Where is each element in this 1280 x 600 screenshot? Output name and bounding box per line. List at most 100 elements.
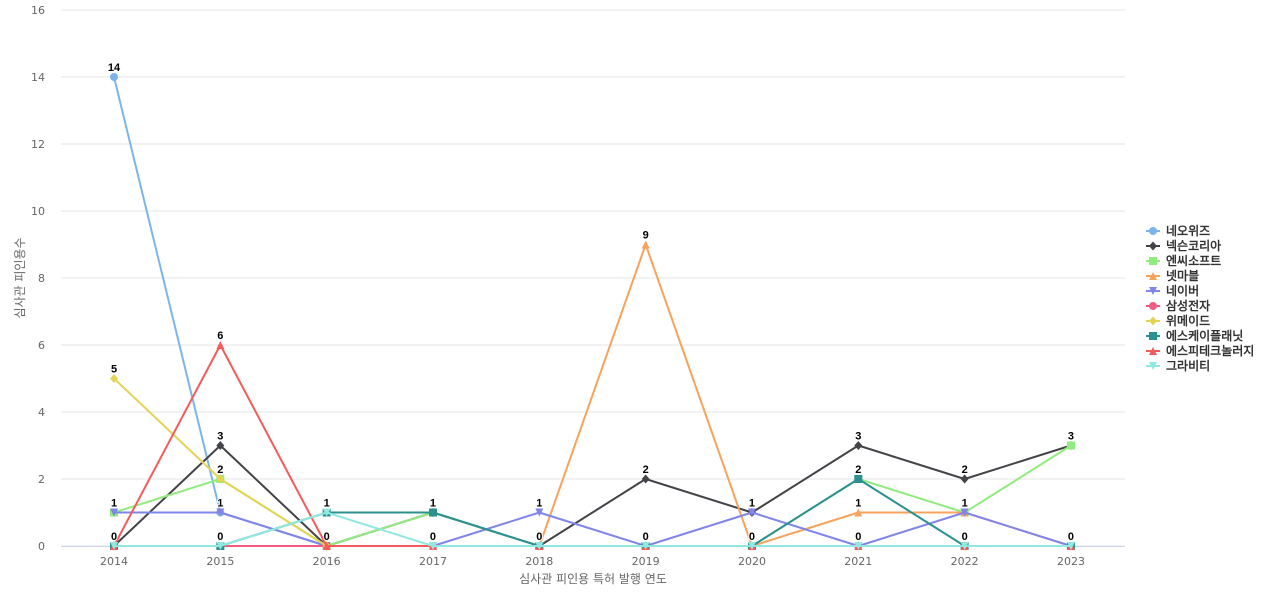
x-tick-label: 2017	[419, 555, 447, 568]
data-point	[641, 240, 650, 249]
series-line	[113, 377, 1072, 547]
data-label: 0	[855, 531, 861, 543]
series-line	[113, 344, 1072, 547]
legend-label: 위메이드	[1166, 313, 1210, 328]
data-label: 0	[111, 531, 117, 543]
legend-label: 에스케이플래닛	[1166, 328, 1243, 343]
data-point	[535, 508, 544, 517]
data-point	[216, 542, 225, 550]
legend-label: 엔씨소프트	[1166, 253, 1221, 268]
data-point	[747, 542, 756, 550]
legend-label: 에스피테크놀러지	[1166, 343, 1254, 358]
legend-item[interactable]: 그라비티	[1146, 358, 1210, 373]
data-label: 3	[855, 431, 861, 443]
data-point	[110, 542, 118, 550]
data-point	[1066, 441, 1075, 450]
legend-item[interactable]: 에스케이플래닛	[1146, 328, 1243, 343]
y-tick-label: 8	[38, 272, 45, 285]
series-line	[113, 444, 1072, 547]
legend-label: 넷마블	[1166, 268, 1199, 283]
x-tick-label: 2019	[632, 555, 660, 568]
data-point	[747, 508, 756, 517]
legend-marker	[1149, 241, 1157, 251]
x-tick-label: 2023	[1057, 555, 1085, 568]
data-label: 3	[217, 431, 223, 443]
data-label: 14	[108, 62, 121, 74]
legend-item[interactable]: 네오위즈	[1146, 223, 1210, 238]
data-point	[216, 341, 225, 349]
data-label: 5	[111, 364, 117, 376]
data-point	[428, 508, 437, 517]
legend-label: 네이버	[1166, 283, 1199, 298]
data-point	[960, 542, 969, 550]
data-point	[641, 474, 650, 484]
data-label: 6	[217, 330, 223, 342]
data-label: 1	[217, 498, 223, 510]
series-9	[110, 508, 1075, 550]
x-tick-label: 2018	[525, 555, 553, 568]
data-point	[216, 441, 225, 450]
legend-item[interactable]: 에스피테크놀러지	[1146, 343, 1254, 358]
legend-item[interactable]: 넥슨코리아	[1146, 238, 1221, 253]
series-3	[110, 240, 1075, 550]
series-8	[110, 341, 1075, 550]
data-point	[216, 474, 225, 484]
y-tick-label: 6	[38, 339, 45, 352]
series-4	[110, 508, 1075, 550]
y-tick-label: 4	[38, 406, 45, 419]
y-tick-label: 16	[31, 4, 45, 17]
legend-marker	[1149, 316, 1157, 326]
data-label: 2	[643, 464, 649, 476]
series-line	[113, 511, 1072, 547]
data-label: 0	[643, 531, 649, 543]
data-point	[960, 474, 969, 484]
data-point	[854, 508, 863, 517]
data-label: 2	[855, 464, 861, 476]
data-label: 0	[962, 531, 968, 543]
x-tick-label: 2015	[206, 555, 234, 568]
legend-item[interactable]: 네이버	[1146, 283, 1199, 298]
data-label: 9	[643, 230, 649, 242]
data-label: 0	[324, 531, 330, 543]
data-point	[322, 542, 331, 550]
data-point	[322, 508, 331, 517]
legend-item[interactable]: 위메이드	[1146, 313, 1210, 328]
x-tick-label: 2021	[844, 555, 872, 568]
data-label: 1	[962, 498, 968, 510]
legend-marker	[1149, 347, 1157, 355]
data-point	[110, 508, 118, 517]
y-tick-label: 12	[31, 138, 45, 151]
legend-item[interactable]: 엔씨소프트	[1146, 253, 1221, 268]
legend-item[interactable]: 삼성전자	[1146, 298, 1210, 313]
data-label: 0	[430, 531, 436, 543]
data-point	[641, 542, 650, 550]
x-tick-label: 2014	[100, 555, 128, 568]
legend-marker	[1149, 332, 1157, 340]
legend-marker	[1149, 287, 1157, 295]
data-point	[216, 508, 225, 517]
data-label: 0	[1068, 531, 1074, 543]
y-axis-title: 심사관 피인용수	[13, 237, 27, 318]
x-tick-label: 2020	[738, 555, 766, 568]
data-label: 1	[855, 498, 861, 510]
y-tick-label: 0	[38, 540, 45, 553]
data-point	[110, 73, 118, 81]
data-label: 1	[430, 498, 436, 510]
data-point	[960, 508, 969, 517]
legend-marker	[1149, 257, 1157, 265]
data-label: 0	[749, 531, 755, 543]
y-tick-label: 2	[38, 473, 45, 486]
data-label: 1	[536, 498, 542, 510]
series-lines	[110, 73, 1075, 551]
data-point	[854, 441, 863, 450]
data-label: 2	[962, 464, 968, 476]
legend-marker	[1149, 302, 1157, 310]
data-point	[1066, 542, 1075, 550]
legend-marker	[1149, 227, 1157, 235]
x-tick-label: 2016	[313, 555, 341, 568]
legend-label: 그라비티	[1166, 358, 1210, 373]
legend-marker	[1149, 272, 1157, 280]
data-point	[854, 475, 863, 483]
series-line	[113, 444, 1072, 547]
legend-item[interactable]: 넷마블	[1146, 268, 1199, 283]
